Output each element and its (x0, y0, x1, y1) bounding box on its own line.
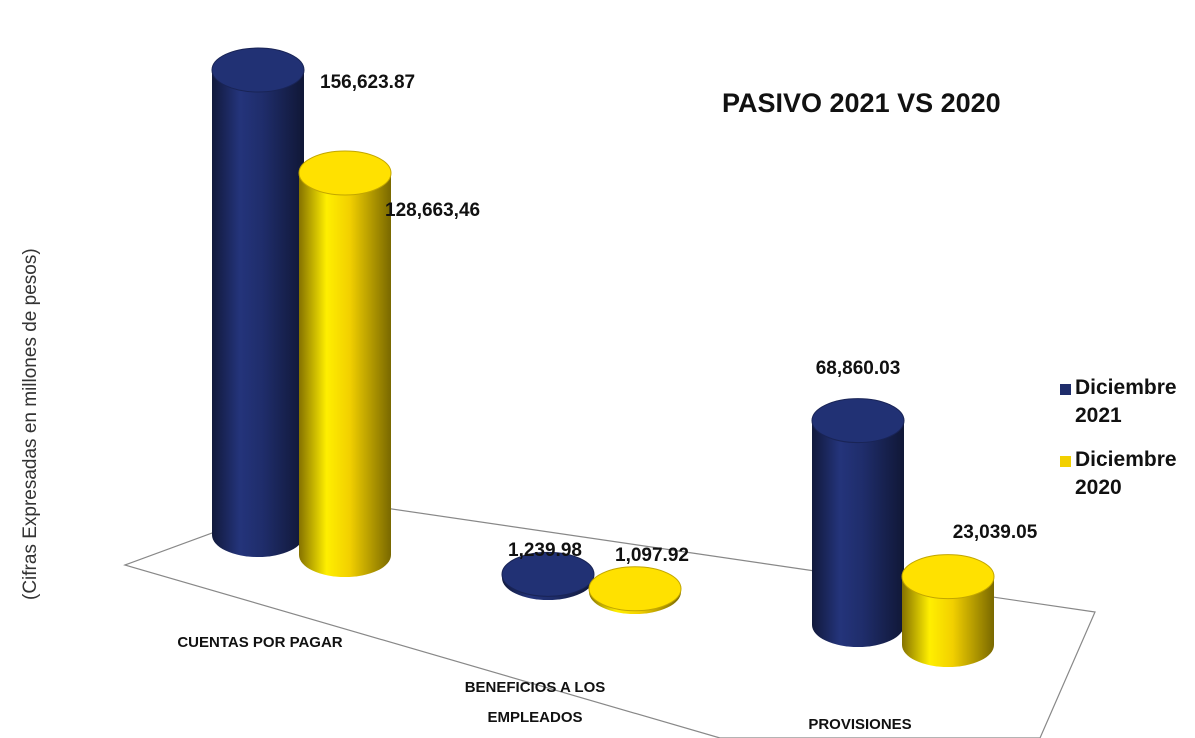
bar-top (588, 566, 682, 612)
y-axis-label: (Cifras Expresadas en millones de pesos) (20, 248, 41, 600)
chart-title: PASIVO 2021 VS 2020 (722, 88, 1001, 118)
bar (902, 576, 994, 667)
legend-label: Diciembre 2020 (1075, 448, 1177, 499)
bar (299, 173, 391, 578)
x-tick-label: BENEFICIOS A LOS EMPLEADOS (464, 679, 606, 726)
bar-top (298, 150, 392, 196)
x-tick-label: CUENTAS POR PAGAR (177, 634, 343, 651)
bar-top (211, 47, 305, 93)
bar-top (501, 551, 595, 597)
legend-swatch (1060, 384, 1071, 395)
legend-swatch (1060, 456, 1071, 467)
x-tick-label: PROVISIONES (808, 716, 912, 733)
data-label: 68,860.03 (815, 358, 901, 379)
bar-top (811, 398, 905, 444)
legend-label: Diciembre 2021 (1075, 376, 1177, 427)
data-label: 23,039.05 (952, 522, 1038, 543)
data-label: 1,097.92 (615, 545, 689, 566)
bar (812, 420, 904, 647)
bar-top (901, 554, 995, 600)
data-label: 1,239.98 (508, 540, 582, 561)
data-label: 128,663,46 (385, 200, 481, 221)
bar (212, 70, 304, 557)
data-label: 156,623.87 (320, 72, 416, 93)
